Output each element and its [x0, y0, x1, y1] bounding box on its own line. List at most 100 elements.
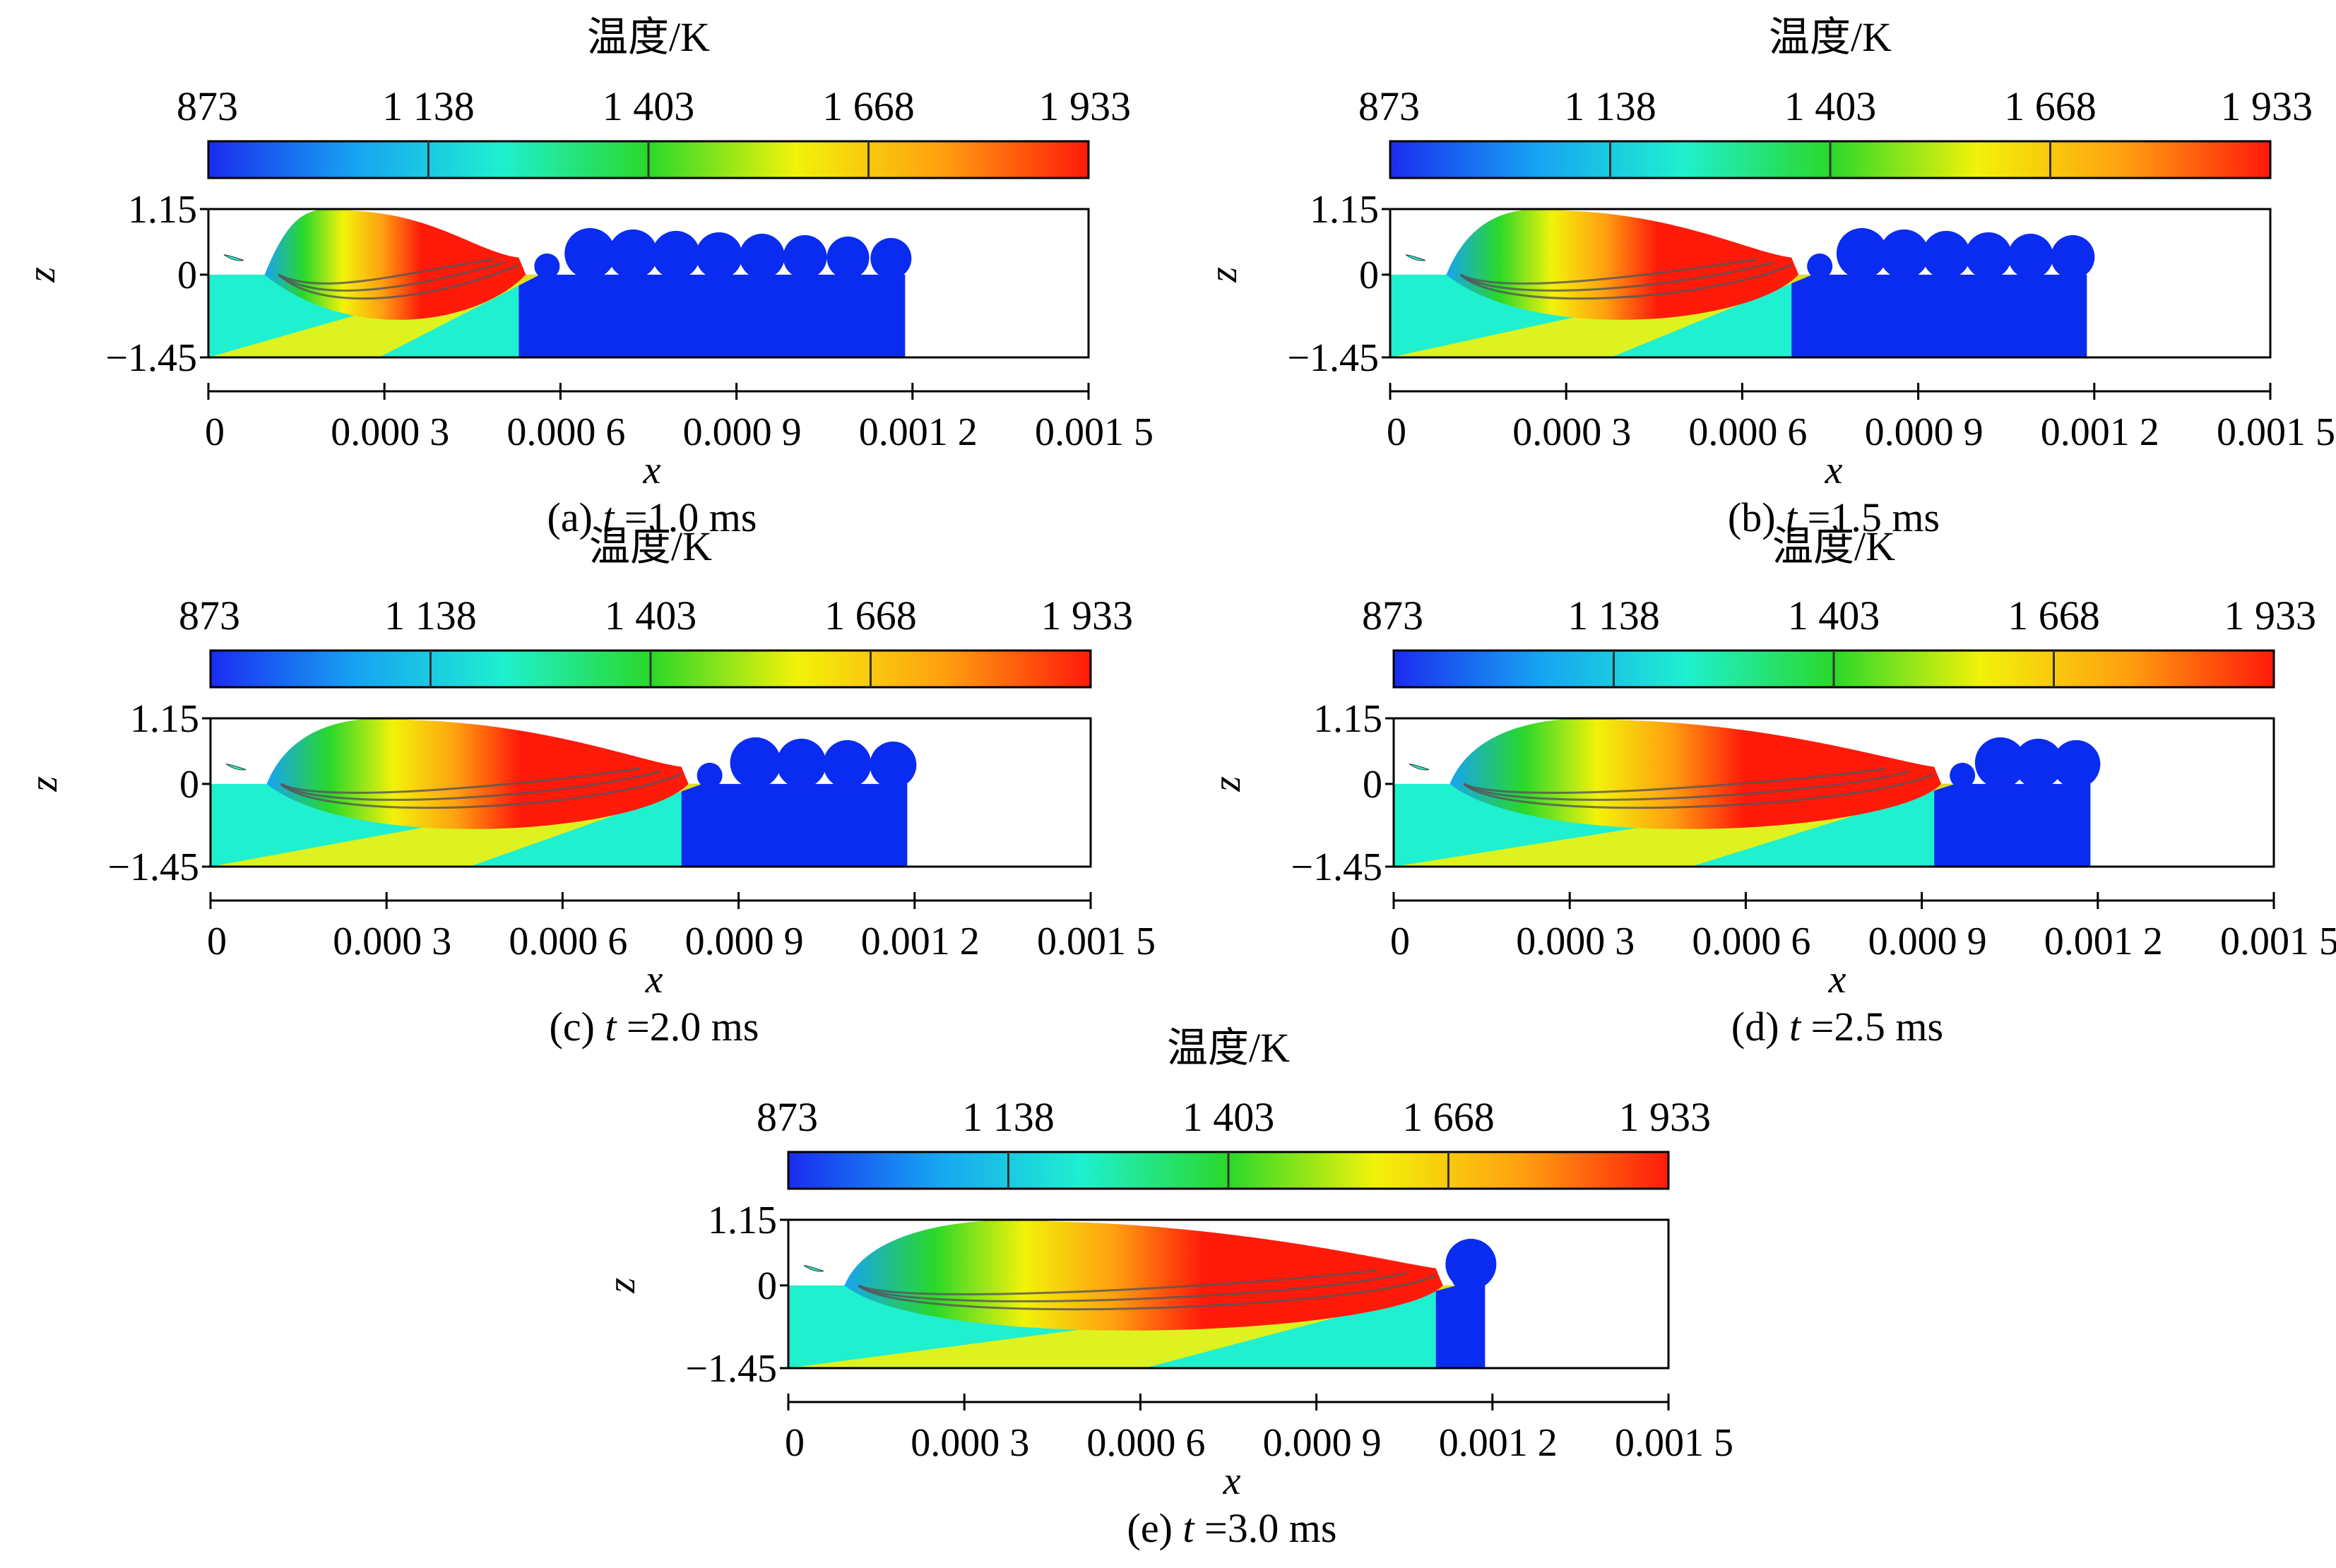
colorbar-tick-label: 1 933 [1619, 1094, 1712, 1140]
spatter-fragment [223, 254, 244, 261]
colorbar-tick-label: 873 [1358, 83, 1420, 129]
colorbar-tick-label: 873 [1362, 593, 1423, 639]
molten-track [1446, 209, 1799, 320]
y-tick-label: −1.45 [1291, 845, 1382, 889]
spatter-fragment [1409, 764, 1430, 771]
y-tick-label: −1.45 [107, 845, 199, 889]
substrate-cold-zone [1435, 1285, 1486, 1368]
y-tick-label: 0 [1363, 763, 1382, 807]
x-tick-label: 0 [1390, 920, 1410, 963]
powder-particle [776, 738, 826, 788]
x-axis-label: x [1825, 449, 1843, 492]
colorbar-tick-label: 873 [177, 83, 238, 129]
plot-area [211, 718, 1091, 867]
y-axis-label: z [20, 267, 64, 283]
x-tick-label: 0.000 3 [331, 410, 449, 454]
powder-particle [1964, 232, 2012, 279]
x-tick-label: 0.001 2 [861, 920, 980, 963]
colorbar-title: 温度/K [589, 523, 712, 569]
y-tick-label: 1.15 [128, 188, 197, 232]
powder-particle [696, 762, 723, 788]
colorbar-tick-label: 1 403 [1788, 593, 1880, 639]
x-tick-label: 0.001 2 [2041, 410, 2159, 454]
colorbar-tick-label: 1 668 [1402, 1094, 1495, 1140]
colorbar-tick-label: 1 138 [1564, 83, 1656, 129]
colorbar-tick-label: 1 403 [603, 83, 695, 129]
isotherm-line [280, 767, 641, 794]
y-tick-label: 1.15 [1313, 697, 1382, 741]
colorbar-tick-label: 1 138 [962, 1094, 1055, 1140]
powder-particle [826, 236, 870, 279]
colorbar-tick-label: 1 403 [1784, 83, 1877, 129]
plot-frame [787, 1218, 1670, 1370]
x-tick-label: 0 [1387, 410, 1406, 454]
y-axis-label: z [1202, 267, 1245, 283]
x-tick-label: 0.001 5 [2217, 410, 2335, 454]
panel-caption: (a) t =1.0 ms [547, 494, 757, 540]
isotherm-line [1459, 261, 1775, 292]
isotherm-line [278, 258, 494, 285]
x-tick-label: 0.000 9 [683, 410, 802, 454]
x-tick-label: 0.000 9 [685, 920, 804, 963]
panel-caption: (d) t =2.5 ms [1731, 1004, 1943, 1050]
isotherm-line [1463, 767, 1886, 794]
x-tick-label: 0.001 5 [1615, 1421, 1733, 1465]
powder-particle [870, 741, 917, 788]
colorbar-tick-label: 1 403 [1182, 1094, 1275, 1140]
isotherm-line [278, 263, 519, 300]
spatter-fragment [803, 1265, 824, 1272]
x-tick-label: 0.001 5 [1035, 410, 1154, 454]
x-tick-label: 0.000 3 [1516, 920, 1635, 963]
powder-particle [534, 253, 560, 279]
y-tick-label: −1.45 [105, 336, 197, 380]
molten-track [266, 718, 689, 829]
y-tick-label: −1.45 [1287, 336, 1379, 380]
colorbar-tick-label: 1 933 [2224, 593, 2317, 639]
spatter-fragment [225, 764, 247, 771]
powder-particle [1445, 1238, 1497, 1290]
powder-particle [823, 740, 872, 788]
substrate-cold-zone [518, 274, 906, 357]
powder-particle [870, 237, 912, 279]
isotherm-line [858, 1274, 1437, 1311]
colorbar-tick-label: 1 933 [1041, 593, 1134, 639]
caption-time-symbol: t [1786, 494, 1798, 540]
powder-particle [1807, 253, 1833, 279]
caption-time-symbol: t [603, 494, 615, 540]
isotherm-line [278, 261, 506, 292]
x-tick-label: 0.001 2 [1439, 1421, 1558, 1465]
plot-frame [207, 208, 1090, 359]
y-tick-label: 0 [179, 763, 199, 807]
x-tick-label: 0 [785, 1421, 805, 1465]
x-tick-label: 0.000 3 [1512, 410, 1631, 454]
isotherm-line [1459, 263, 1792, 300]
powder-particle [783, 234, 827, 279]
x-axis-label: x [1223, 1459, 1241, 1503]
powder-particle [608, 229, 658, 279]
y-tick-label: 1.15 [708, 1199, 777, 1242]
isotherm-line [1463, 770, 1911, 801]
x-tick-label: 0.000 6 [509, 920, 627, 963]
powder-particle [652, 230, 701, 279]
isotherm-line [280, 773, 682, 809]
powder-particle [564, 227, 616, 279]
x-tick-label: 0.000 6 [1692, 920, 1810, 963]
caption-label: (b) [1728, 494, 1786, 540]
molten-track [1449, 718, 1942, 829]
x-tick-label: 0.000 6 [1688, 410, 1807, 454]
substrate-cold-zone [1934, 783, 2091, 867]
substrate-cold-zone [681, 783, 908, 867]
spatter-fragment [1405, 254, 1426, 261]
x-axis-label: x [1828, 958, 1846, 1002]
y-tick-label: 0 [177, 254, 197, 297]
colorbar-tick-label: 1 138 [1567, 593, 1660, 639]
powder-particle [739, 233, 785, 279]
x-tick-label: 0.000 9 [1868, 920, 1987, 963]
colorbar-tick-label: 1 138 [382, 83, 475, 129]
isotherm-line [858, 1271, 1407, 1302]
